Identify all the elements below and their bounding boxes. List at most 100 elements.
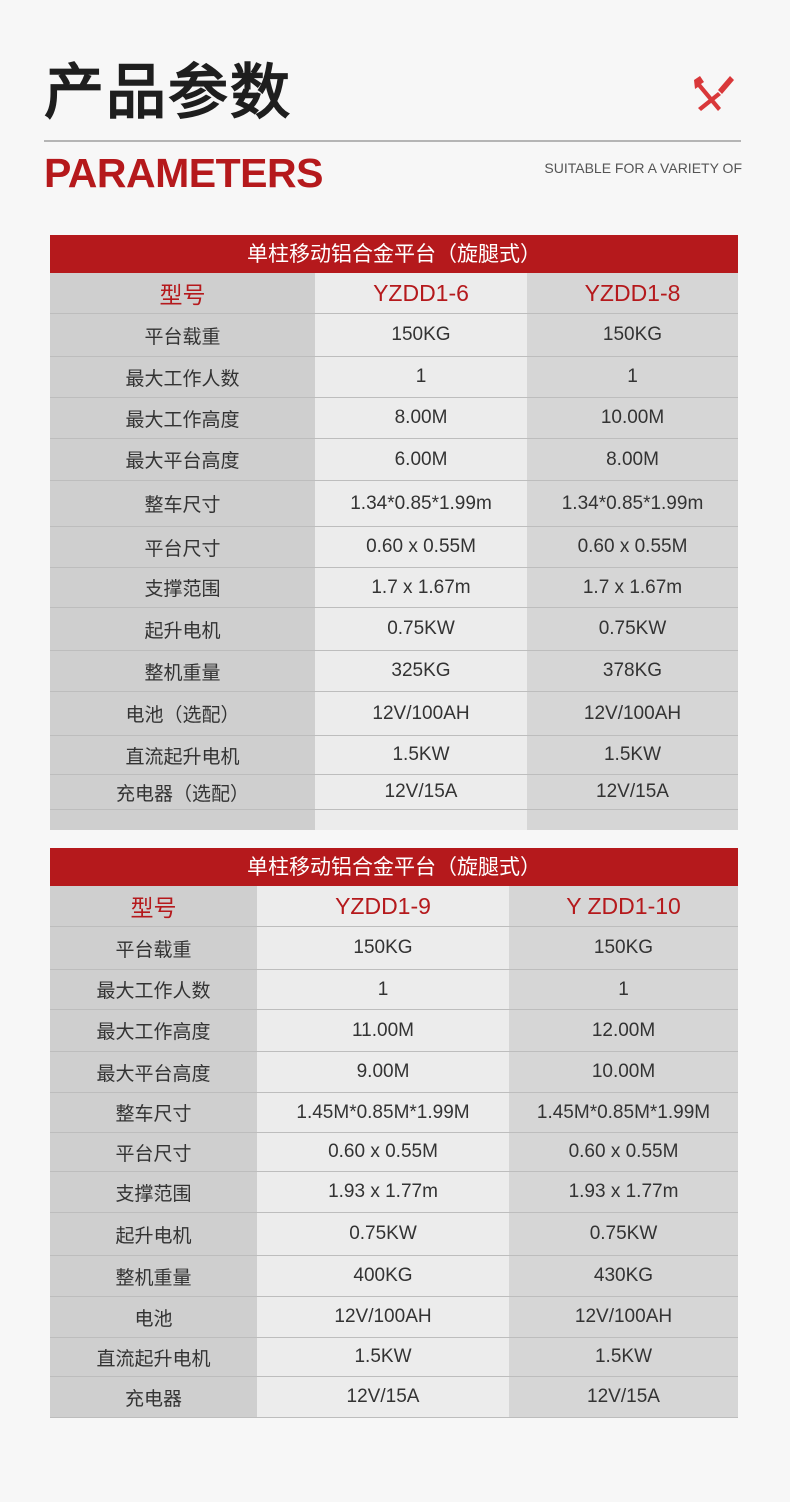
row-label: 充电器 [50, 1377, 257, 1417]
row-value: 0.75KW [509, 1213, 738, 1255]
row-label: 最大工作高度 [50, 1010, 257, 1051]
row-value: 1.5KW [527, 736, 738, 774]
row-value: 12V/100AH [315, 692, 527, 735]
row-value: 1 [257, 970, 509, 1009]
divider [44, 140, 741, 142]
row-label: 整车尺寸 [50, 481, 315, 526]
model-row: 型号 YZDD1-9 Y ZDD1-10 [50, 886, 738, 927]
row-label: 平台尺寸 [50, 527, 315, 567]
row-label: 充电器（选配） [50, 775, 315, 809]
table-row: 整车尺寸 1.34*0.85*1.99m 1.34*0.85*1.99m [50, 481, 738, 527]
row-value: 1 [509, 970, 738, 1009]
row-label: 整机重量 [50, 1256, 257, 1296]
table-row: 直流起升电机 1.5KW 1.5KW [50, 1338, 738, 1377]
row-value: 150KG [315, 314, 527, 356]
row-value: 11.00M [257, 1010, 509, 1051]
table-row: 支撑范围 1.93 x 1.77m 1.93 x 1.77m [50, 1172, 738, 1213]
model-name: YZDD1-8 [527, 273, 738, 313]
model-name: YZDD1-6 [315, 273, 527, 313]
table-row: 充电器 12V/15A 12V/15A [50, 1377, 738, 1418]
table-row: 整机重量 325KG 378KG [50, 651, 738, 692]
row-value: 378KG [527, 651, 738, 691]
model-row: 型号 YZDD1-6 YZDD1-8 [50, 273, 738, 314]
model-name: Y ZDD1-10 [509, 886, 738, 926]
table-row: 电池 12V/100AH 12V/100AH [50, 1297, 738, 1338]
table-row: 平台尺寸 0.60 x 0.55M 0.60 x 0.55M [50, 527, 738, 568]
tools-icon [694, 76, 734, 111]
row-value: 10.00M [527, 398, 738, 438]
table-row: 平台载重 150KG 150KG [50, 314, 738, 357]
row-value: 12V/15A [527, 775, 738, 809]
row-value: 150KG [509, 927, 738, 969]
table-row: 最大平台高度 9.00M 10.00M [50, 1052, 738, 1093]
table-row: 平台尺寸 0.60 x 0.55M 0.60 x 0.55M [50, 1133, 738, 1172]
row-value: 12V/15A [257, 1377, 509, 1417]
table-row: 整机重量 400KG 430KG [50, 1256, 738, 1297]
row-label: 最大工作高度 [50, 398, 315, 438]
row-value: 1 [527, 357, 738, 397]
row-value: 150KG [257, 927, 509, 969]
row-value: 8.00M [315, 398, 527, 438]
row-value: 12V/15A [509, 1377, 738, 1417]
table-footer [50, 810, 738, 830]
row-value: 430KG [509, 1256, 738, 1296]
row-value: 0.60 x 0.55M [527, 527, 738, 567]
row-value: 0.75KW [527, 608, 738, 650]
row-label: 支撑范围 [50, 1172, 257, 1212]
row-value: 12.00M [509, 1010, 738, 1051]
table-row: 最大工作人数 1 1 [50, 357, 738, 398]
row-label: 最大工作人数 [50, 970, 257, 1009]
row-value: 0.75KW [257, 1213, 509, 1255]
row-label: 起升电机 [50, 608, 315, 650]
row-value: 150KG [527, 314, 738, 356]
row-value: 9.00M [257, 1052, 509, 1092]
row-value: 1.45M*0.85M*1.99M [257, 1093, 509, 1132]
row-value: 0.60 x 0.55M [509, 1133, 738, 1171]
table-row: 充电器（选配） 12V/15A 12V/15A [50, 775, 738, 810]
row-value: 1.45M*0.85M*1.99M [509, 1093, 738, 1132]
row-value: 0.60 x 0.55M [257, 1133, 509, 1171]
table-row: 支撑范围 1.7 x 1.67m 1.7 x 1.67m [50, 568, 738, 608]
row-value: 12V/100AH [257, 1297, 509, 1337]
row-value: 1.5KW [257, 1338, 509, 1376]
row-value: 1.7 x 1.67m [315, 568, 527, 607]
row-value: 6.00M [315, 439, 527, 480]
table-row: 起升电机 0.75KW 0.75KW [50, 608, 738, 651]
row-value: 325KG [315, 651, 527, 691]
row-label: 直流起升电机 [50, 1338, 257, 1376]
row-value: 1.34*0.85*1.99m [315, 481, 527, 526]
row-label: 最大平台高度 [50, 439, 315, 480]
row-value: 1.5KW [315, 736, 527, 774]
model-name: YZDD1-9 [257, 886, 509, 926]
row-value: 12V/15A [315, 775, 527, 809]
row-label: 平台载重 [50, 314, 315, 356]
table-title: 单柱移动铝合金平台（旋腿式） [50, 848, 738, 886]
model-label: 型号 [50, 273, 315, 313]
page-title: 产品参数 [44, 58, 292, 128]
row-value: 12V/100AH [509, 1297, 738, 1337]
subtitle: SUITABLE FOR A VARIETY OF [544, 160, 742, 176]
row-value: 10.00M [509, 1052, 738, 1092]
row-label: 直流起升电机 [50, 736, 315, 774]
table-row: 最大工作高度 11.00M 12.00M [50, 1010, 738, 1052]
row-value: 400KG [257, 1256, 509, 1296]
row-label: 平台载重 [50, 927, 257, 969]
row-value: 1.7 x 1.67m [527, 568, 738, 607]
row-value: 8.00M [527, 439, 738, 480]
table-row: 最大工作高度 8.00M 10.00M [50, 398, 738, 439]
row-value: 1.5KW [509, 1338, 738, 1376]
page-title-en: PARAMETERS [44, 150, 323, 196]
table-title: 单柱移动铝合金平台（旋腿式） [50, 235, 738, 273]
row-value: 1 [315, 357, 527, 397]
row-value: 1.34*0.85*1.99m [527, 481, 738, 526]
row-label: 电池（选配） [50, 692, 315, 735]
row-label: 最大工作人数 [50, 357, 315, 397]
row-label: 最大平台高度 [50, 1052, 257, 1092]
table-row: 最大工作人数 1 1 [50, 970, 738, 1010]
row-value: 1.93 x 1.77m [257, 1172, 509, 1212]
table-row: 起升电机 0.75KW 0.75KW [50, 1213, 738, 1256]
row-value: 0.75KW [315, 608, 527, 650]
table-row: 最大平台高度 6.00M 8.00M [50, 439, 738, 481]
row-value: 1.93 x 1.77m [509, 1172, 738, 1212]
row-value: 0.60 x 0.55M [315, 527, 527, 567]
